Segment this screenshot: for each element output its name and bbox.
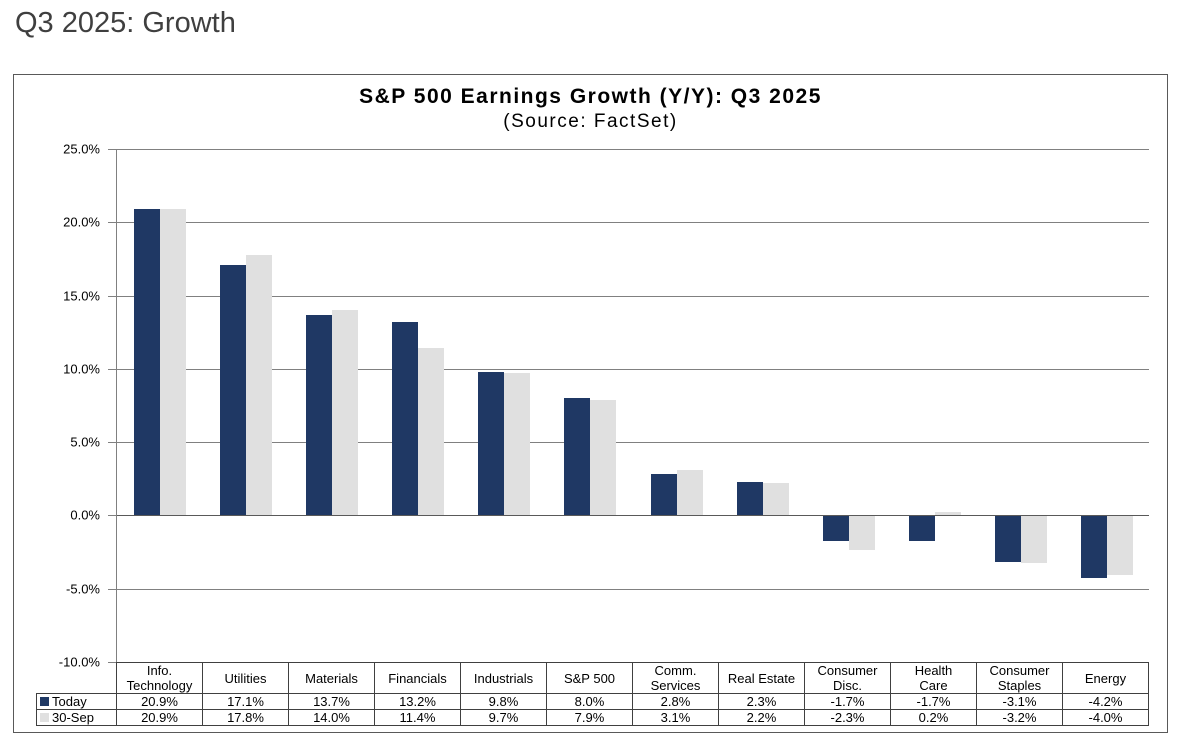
chart-container: S&P 500 Earnings Growth (Y/Y): Q3 2025 (… <box>13 74 1168 733</box>
bar-today-consumer-disc <box>822 516 849 542</box>
y-axis-label: -5.0% <box>66 581 100 597</box>
column-header-utilities: Utilities <box>202 662 289 694</box>
cell-30-sep-s-p-500: 7.9% <box>546 709 633 726</box>
bar-30-sep-real-estate <box>762 483 789 516</box>
table-corner-blank <box>37 663 117 694</box>
legend-30-sep: 30-Sep <box>36 709 117 726</box>
gridline <box>117 295 1149 297</box>
cell-today-real-estate: 2.3% <box>718 693 805 710</box>
table-row-30-sep: 30-Sep 20.9% 17.8% 14.0% 11.4% 9.7% 7.9% 3.1% 2.… <box>36 709 1149 726</box>
bar-30-sep-materials <box>332 310 359 516</box>
bar-30-sep-financials <box>418 348 445 516</box>
cell-30-sep-financials: 11.4% <box>374 709 461 726</box>
legend-today: Today <box>36 693 117 710</box>
data-table: Info. Technology Utilities Materials Financ… <box>36 662 1149 726</box>
column-header-consumer-staples: Consumer Staples <box>976 662 1063 694</box>
bar-today-health-care <box>908 516 935 542</box>
cell-today-consumer-disc: -1.7% <box>804 693 891 710</box>
y-axis-label: 25.0% <box>63 141 100 157</box>
plot-area <box>108 149 1149 663</box>
gridline <box>117 149 1149 150</box>
y-axis-label: 0.0% <box>70 507 100 523</box>
cell-30-sep-info-technology: 20.9% <box>116 709 203 726</box>
cell-30-sep-comm-services: 3.1% <box>632 709 719 726</box>
column-header-real-estate: Real Estate <box>718 662 805 694</box>
column-header-materials: Materials <box>288 662 375 694</box>
chart-title: S&P 500 Earnings Growth (Y/Y): Q3 2025 <box>359 85 822 108</box>
cell-today-s-p-500: 8.0% <box>546 693 633 710</box>
column-header-health-care: Health Care <box>890 662 977 694</box>
bar-today-real-estate <box>736 481 763 516</box>
y-axis-tick <box>108 222 117 224</box>
column-header-energy: Energy <box>1062 662 1149 694</box>
cell-30-sep-materials: 14.0% <box>288 709 375 726</box>
bar-today-comm-services <box>650 474 677 516</box>
bar-30-sep-consumer-disc <box>848 516 875 551</box>
bar-30-sep-utilities <box>246 254 273 516</box>
bar-30-sep-info-technology <box>160 209 187 516</box>
column-header-s-p-500: S&P 500 <box>546 662 633 694</box>
cell-30-sep-consumer-disc: -2.3% <box>804 709 891 726</box>
table-row-today: Today 20.9% 17.1% 13.7% 13.2% 9.8% 8.0% 2.8% 2.3… <box>36 693 1149 710</box>
y-axis-label: 10.0% <box>63 361 100 377</box>
legend-swatch-30-sep <box>40 713 49 723</box>
bar-today-utilities <box>220 264 247 516</box>
column-header-comm-services: Comm. Services <box>632 662 719 694</box>
bar-30-sep-energy <box>1106 516 1133 576</box>
y-axis-tick <box>108 368 117 370</box>
cell-30-sep-utilities: 17.8% <box>202 709 289 726</box>
bar-today-materials <box>306 314 333 516</box>
cell-30-sep-consumer-staples: -3.2% <box>976 709 1063 726</box>
y-axis-tick <box>108 588 117 590</box>
cell-today-comm-services: 2.8% <box>632 693 719 710</box>
cell-today-utilities: 17.1% <box>202 693 289 710</box>
bar-today-info-technology <box>134 209 161 516</box>
bar-30-sep-comm-services <box>676 469 703 516</box>
column-header-consumer-disc: Consumer Disc. <box>804 662 891 694</box>
y-axis-label: 5.0% <box>70 434 100 450</box>
bar-today-financials <box>392 321 419 516</box>
chart-subtitle: (Source: FactSet) <box>503 111 678 132</box>
y-axis-tick <box>108 442 117 444</box>
cell-today-industrials: 9.8% <box>460 693 547 710</box>
gridline <box>117 222 1149 224</box>
y-axis: 25.0% 20.0% 15.0% 10.0% 5.0% 0.0% -5.0% -10.0% <box>14 142 114 670</box>
bar-today-industrials <box>478 371 505 516</box>
legend-label-30-sep: 30-Sep <box>52 710 94 725</box>
y-axis-tick <box>108 515 117 517</box>
legend-label-today: Today <box>52 694 87 709</box>
gridline <box>117 442 1149 444</box>
bar-today-s-p-500 <box>564 398 591 516</box>
y-axis-label: -10.0% <box>58 654 100 670</box>
y-axis-tick <box>108 149 117 150</box>
column-header-info-technology: Info. Technology <box>116 662 203 694</box>
zero-line <box>117 515 1149 517</box>
bar-today-consumer-staples <box>994 516 1021 562</box>
cell-today-health-care: -1.7% <box>890 693 977 710</box>
cell-today-info-technology: 20.9% <box>116 693 203 710</box>
y-axis-label: 20.0% <box>63 214 100 230</box>
bar-30-sep-industrials <box>504 373 531 516</box>
cell-today-energy: -4.2% <box>1062 693 1149 710</box>
cell-30-sep-real-estate: 2.2% <box>718 709 805 726</box>
gridline <box>117 588 1149 590</box>
legend-swatch-today <box>40 697 49 707</box>
bar-30-sep-health-care <box>934 512 961 516</box>
y-axis-tick <box>108 662 117 663</box>
cell-30-sep-energy: -4.0% <box>1062 709 1149 726</box>
cell-today-financials: 13.2% <box>374 693 461 710</box>
bar-30-sep-s-p-500 <box>590 399 617 516</box>
cell-today-materials: 13.7% <box>288 693 375 710</box>
cell-30-sep-industrials: 9.7% <box>460 709 547 726</box>
gridline <box>117 368 1149 370</box>
column-header-industrials: Industrials <box>460 662 547 694</box>
cell-today-consumer-staples: -3.1% <box>976 693 1063 710</box>
y-axis-tick <box>108 295 117 297</box>
page-title: Q3 2025: Growth <box>15 7 236 39</box>
y-axis-label: 15.0% <box>63 288 100 304</box>
bar-today-energy <box>1080 516 1107 578</box>
cell-30-sep-health-care: 0.2% <box>890 709 977 726</box>
column-header-financials: Financials <box>374 662 461 694</box>
bar-30-sep-consumer-staples <box>1020 516 1047 564</box>
